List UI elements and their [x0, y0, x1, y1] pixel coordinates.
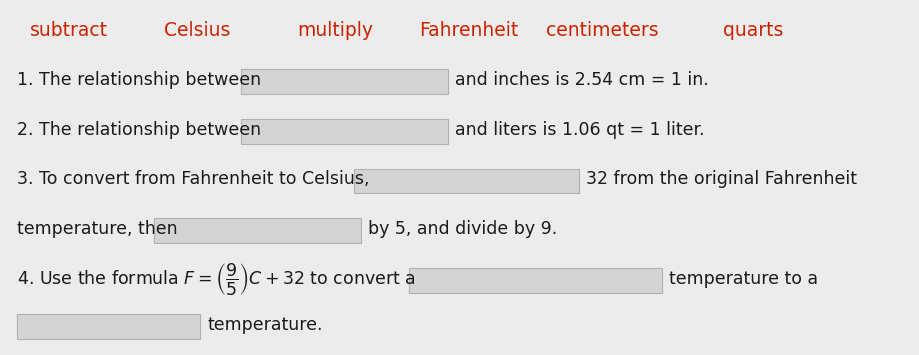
Text: temperature.: temperature.	[208, 316, 323, 334]
Text: 32 from the original Fahrenheit: 32 from the original Fahrenheit	[586, 170, 857, 188]
FancyBboxPatch shape	[241, 119, 448, 144]
Text: 3. To convert from Fahrenheit to Celsius,: 3. To convert from Fahrenheit to Celsius…	[17, 170, 369, 188]
FancyBboxPatch shape	[17, 314, 200, 339]
Text: temperature to a: temperature to a	[669, 270, 818, 288]
Text: centimeters: centimeters	[546, 21, 658, 40]
FancyBboxPatch shape	[241, 69, 448, 94]
Text: 2. The relationship between: 2. The relationship between	[17, 121, 261, 138]
Text: by 5, and divide by 9.: by 5, and divide by 9.	[368, 220, 557, 238]
Text: 1. The relationship between: 1. The relationship between	[17, 71, 261, 89]
Text: quarts: quarts	[723, 21, 784, 40]
FancyBboxPatch shape	[154, 218, 361, 243]
Text: multiply: multiply	[298, 21, 373, 40]
Text: and liters is 1.06 qt = 1 liter.: and liters is 1.06 qt = 1 liter.	[455, 121, 705, 138]
Text: 4. Use the formula $F = \left(\dfrac{9}{5}\right)C + 32$ to convert a: 4. Use the formula $F = \left(\dfrac{9}{…	[17, 261, 415, 297]
FancyBboxPatch shape	[354, 169, 579, 193]
Text: Fahrenheit: Fahrenheit	[419, 21, 518, 40]
Text: and inches is 2.54 cm = 1 in.: and inches is 2.54 cm = 1 in.	[455, 71, 709, 89]
Text: temperature, then: temperature, then	[17, 220, 177, 238]
Text: Celsius: Celsius	[165, 21, 231, 40]
FancyBboxPatch shape	[409, 268, 662, 293]
Text: subtract: subtract	[30, 21, 108, 40]
